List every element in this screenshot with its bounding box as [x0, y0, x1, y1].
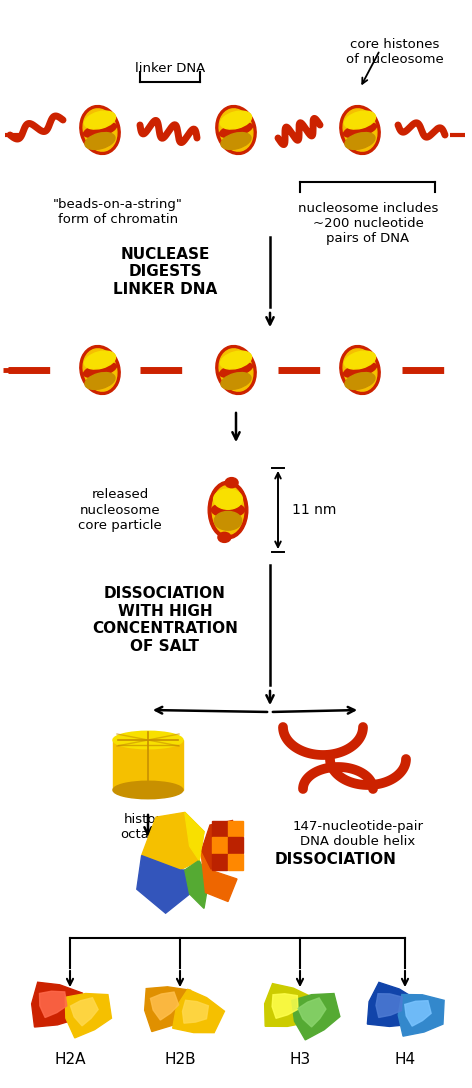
Ellipse shape — [219, 123, 253, 137]
Text: H4: H4 — [395, 1052, 415, 1067]
Bar — [228, 854, 243, 869]
Polygon shape — [292, 993, 340, 1040]
Ellipse shape — [340, 106, 380, 154]
Polygon shape — [201, 820, 242, 870]
Ellipse shape — [225, 478, 238, 487]
Ellipse shape — [216, 106, 256, 154]
Ellipse shape — [85, 133, 115, 149]
Ellipse shape — [214, 490, 243, 509]
Polygon shape — [201, 852, 237, 902]
Text: DISSOCIATION
WITH HIGH
CONCENTRATION
OF SALT: DISSOCIATION WITH HIGH CONCENTRATION OF … — [92, 586, 238, 654]
Bar — [212, 854, 227, 869]
Polygon shape — [272, 993, 298, 1018]
Ellipse shape — [84, 123, 117, 137]
Ellipse shape — [345, 351, 376, 369]
Polygon shape — [65, 993, 111, 1038]
Polygon shape — [367, 982, 419, 1026]
Text: 11 nm: 11 nm — [292, 503, 337, 517]
Polygon shape — [70, 998, 98, 1026]
Polygon shape — [398, 994, 444, 1036]
Text: linker DNA: linker DNA — [135, 62, 205, 75]
Bar — [212, 820, 227, 837]
Ellipse shape — [83, 349, 117, 392]
Text: H2B: H2B — [164, 1052, 196, 1067]
Ellipse shape — [218, 532, 231, 543]
Ellipse shape — [211, 503, 244, 517]
Ellipse shape — [214, 511, 242, 530]
Ellipse shape — [220, 111, 252, 129]
Polygon shape — [183, 1000, 209, 1023]
Polygon shape — [185, 813, 204, 861]
Polygon shape — [265, 984, 314, 1026]
Polygon shape — [173, 989, 225, 1033]
Text: released
nucleosome
core particle: released nucleosome core particle — [78, 489, 162, 532]
Polygon shape — [405, 1001, 431, 1026]
Text: NUCLEASE
DIGESTS
LINKER DNA: NUCLEASE DIGESTS LINKER DNA — [113, 247, 217, 297]
Ellipse shape — [80, 346, 120, 395]
Polygon shape — [185, 861, 209, 908]
Text: nucleosome includes
~200 nucleotide
pairs of DNA: nucleosome includes ~200 nucleotide pair… — [298, 202, 438, 245]
Ellipse shape — [219, 362, 253, 378]
Ellipse shape — [216, 346, 256, 395]
Ellipse shape — [219, 349, 253, 392]
Ellipse shape — [84, 111, 116, 129]
Bar — [113, 740, 183, 790]
Ellipse shape — [221, 372, 251, 390]
Polygon shape — [40, 991, 67, 1017]
Polygon shape — [137, 855, 190, 913]
Ellipse shape — [113, 781, 183, 799]
Polygon shape — [298, 998, 326, 1027]
Ellipse shape — [344, 362, 377, 378]
Ellipse shape — [212, 485, 244, 534]
Ellipse shape — [220, 351, 252, 369]
Ellipse shape — [84, 351, 116, 369]
Ellipse shape — [344, 123, 377, 137]
Ellipse shape — [208, 481, 248, 539]
Ellipse shape — [345, 111, 376, 129]
Text: "beads-on-a-string"
form of chromatin: "beads-on-a-string" form of chromatin — [53, 198, 183, 226]
Polygon shape — [142, 813, 204, 870]
Ellipse shape — [80, 106, 120, 154]
Text: 147-nucleotide-pair
DNA double helix: 147-nucleotide-pair DNA double helix — [293, 820, 423, 848]
Bar — [228, 820, 243, 837]
Polygon shape — [151, 992, 179, 1021]
Text: H2A: H2A — [54, 1052, 86, 1067]
Polygon shape — [376, 993, 402, 1017]
Ellipse shape — [345, 372, 375, 390]
Ellipse shape — [85, 372, 115, 390]
Text: DISSOCIATION: DISSOCIATION — [275, 853, 397, 867]
Ellipse shape — [345, 133, 375, 149]
Ellipse shape — [113, 731, 183, 749]
Text: histone
octamer: histone octamer — [120, 813, 176, 841]
Ellipse shape — [219, 109, 253, 151]
Ellipse shape — [83, 109, 117, 151]
Ellipse shape — [221, 133, 251, 149]
Text: core histones
of nucleosome: core histones of nucleosome — [346, 38, 444, 66]
Ellipse shape — [343, 109, 377, 151]
Bar — [212, 837, 227, 853]
Polygon shape — [32, 982, 83, 1027]
Ellipse shape — [340, 346, 380, 395]
Ellipse shape — [84, 362, 117, 378]
Ellipse shape — [343, 349, 377, 392]
Text: H3: H3 — [289, 1052, 311, 1067]
Bar — [228, 837, 243, 853]
Polygon shape — [144, 987, 192, 1031]
